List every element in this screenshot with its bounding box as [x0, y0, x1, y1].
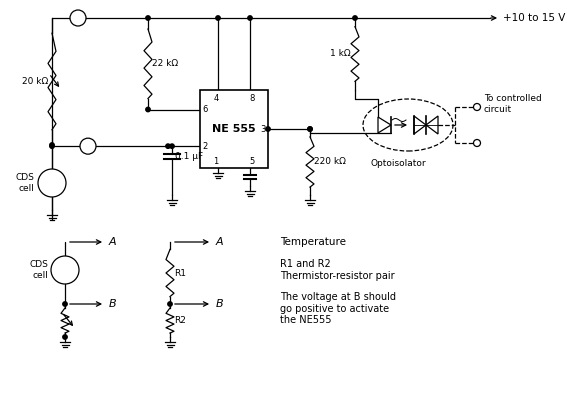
Text: 3: 3 [261, 125, 266, 133]
Text: 20 kΩ: 20 kΩ [22, 77, 48, 86]
Text: 2: 2 [202, 142, 208, 151]
Text: 6: 6 [202, 105, 208, 114]
Circle shape [266, 127, 270, 131]
Text: R1 and R2
Thermistor-resistor pair: R1 and R2 Thermistor-resistor pair [280, 259, 395, 281]
Circle shape [166, 144, 170, 148]
Circle shape [50, 143, 54, 147]
Circle shape [216, 16, 220, 20]
Circle shape [473, 140, 480, 146]
Circle shape [146, 107, 150, 112]
Text: 22 kΩ: 22 kΩ [152, 59, 178, 68]
Text: 8: 8 [249, 94, 255, 103]
Polygon shape [378, 117, 391, 133]
Circle shape [63, 335, 67, 339]
Text: R2: R2 [174, 316, 186, 325]
Ellipse shape [363, 99, 453, 151]
Circle shape [168, 302, 172, 306]
Circle shape [50, 144, 54, 148]
Circle shape [146, 16, 150, 20]
Text: The voltage at B should
go positive to activate
the NE555: The voltage at B should go positive to a… [280, 292, 396, 325]
Text: A: A [75, 14, 81, 23]
Circle shape [38, 169, 66, 197]
Circle shape [308, 127, 312, 131]
Circle shape [63, 302, 67, 306]
Text: A: A [109, 237, 117, 247]
Text: 4: 4 [213, 94, 219, 103]
Text: To controlled
circuit: To controlled circuit [484, 94, 541, 114]
Text: NE 555: NE 555 [212, 124, 256, 134]
Circle shape [70, 10, 86, 26]
Circle shape [80, 138, 96, 154]
Circle shape [473, 103, 480, 111]
Circle shape [248, 16, 252, 20]
Text: +10 to 15 V: +10 to 15 V [503, 13, 565, 23]
Text: 1: 1 [213, 157, 219, 166]
Text: CDS
cell: CDS cell [29, 260, 48, 280]
Text: 220 kΩ: 220 kΩ [314, 158, 346, 166]
Polygon shape [414, 116, 426, 134]
Circle shape [308, 127, 312, 131]
Text: 0.1 μF: 0.1 μF [175, 152, 203, 161]
Polygon shape [426, 116, 438, 134]
Text: A: A [216, 237, 223, 247]
Text: B: B [85, 142, 91, 151]
Text: CDS
cell: CDS cell [15, 173, 34, 193]
Text: 5: 5 [249, 157, 255, 166]
Text: B: B [216, 299, 223, 309]
Text: 1 kΩ: 1 kΩ [331, 49, 351, 59]
Circle shape [51, 256, 79, 284]
Text: R1: R1 [174, 269, 186, 277]
Circle shape [170, 144, 174, 148]
Circle shape [353, 16, 357, 20]
Text: Temperature: Temperature [280, 237, 346, 247]
Text: Optoisolator: Optoisolator [370, 159, 426, 168]
FancyBboxPatch shape [200, 90, 268, 168]
Text: B: B [109, 299, 117, 309]
